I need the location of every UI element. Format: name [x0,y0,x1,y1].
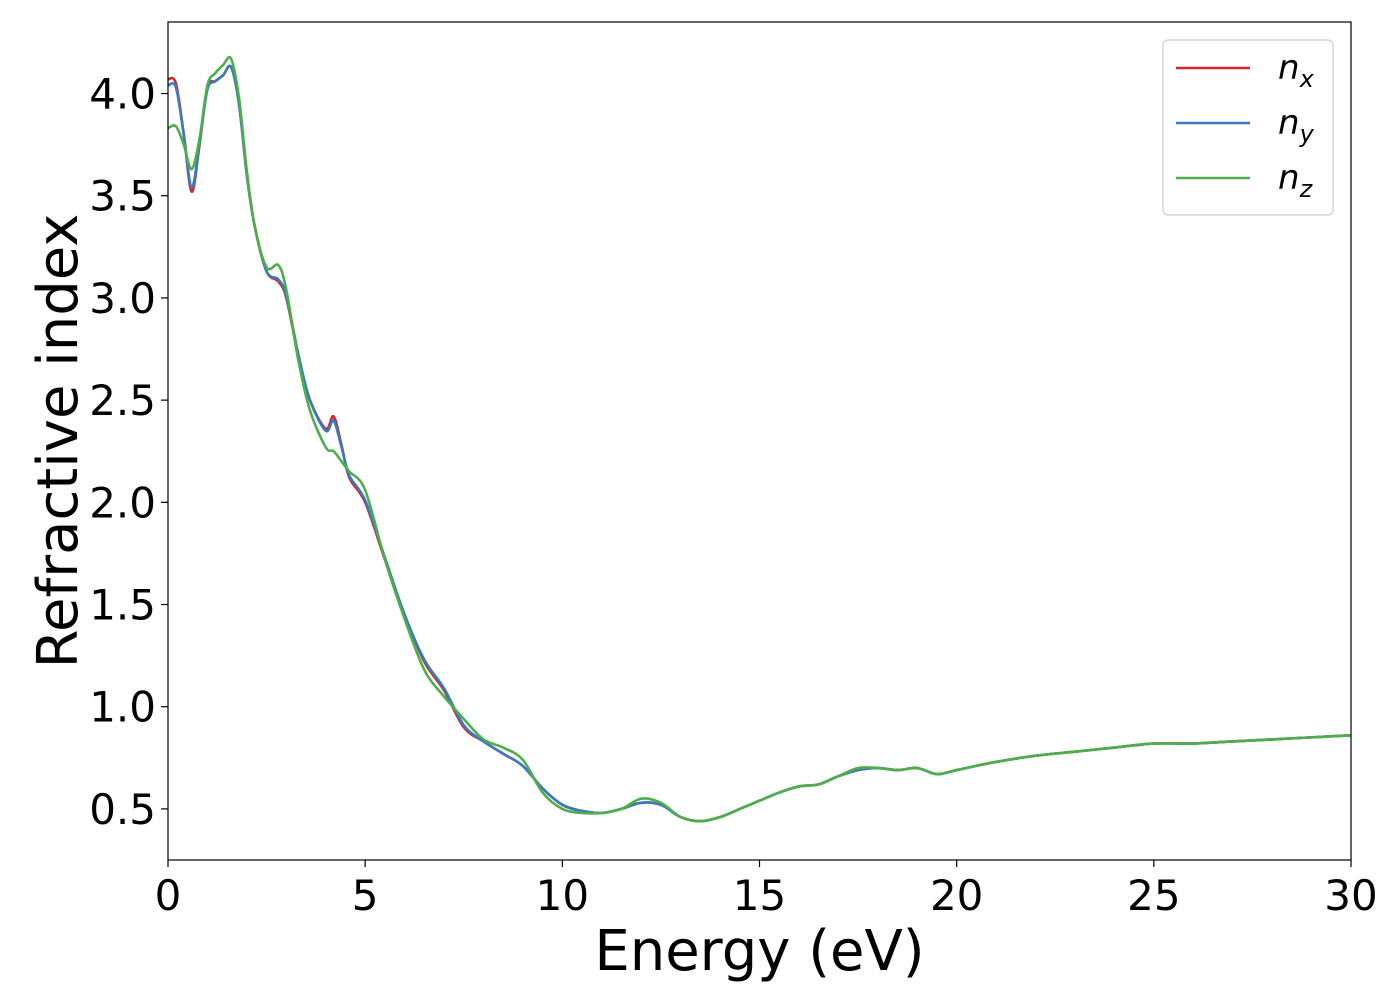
series-line-nz [168,55,1351,823]
x-axis-ticks: 0 5 10 15 20 25 30 [155,860,1378,920]
x-axis-title: Energy (eV) [594,919,924,984]
y-axis-ticks: 0.5 1.0 1.5 2.0 2.5 3.0 3.5 4.0 [89,70,168,834]
x-tick-label: 0 [155,871,182,920]
y-tick-label: 2.5 [89,376,156,425]
y-tick-label: 3.5 [89,172,156,221]
legend-label-nz: nz [1278,158,1314,203]
x-tick-label: 20 [930,871,983,920]
series-lines [168,55,1351,823]
y-tick-label: 4.0 [89,70,156,119]
x-tick-label: 15 [733,871,786,920]
x-tick-label: 10 [536,871,589,920]
legend-label-ny: ny [1278,103,1315,148]
x-tick-label: 25 [1127,871,1180,920]
y-tick-label: 1.5 [89,581,156,630]
x-tick-label: 5 [352,871,379,920]
legend: nx ny nz [1162,39,1334,216]
x-tick-label: 30 [1324,871,1377,920]
y-tick-label: 1.0 [89,683,156,732]
legend-box [1162,39,1334,216]
y-axis-title: Refractive index [26,214,91,669]
y-tick-label: 2.0 [89,478,156,527]
legend-label-nx: nx [1278,48,1315,93]
y-tick-label: 0.5 [89,785,156,834]
y-tick-label: 3.0 [89,274,156,323]
